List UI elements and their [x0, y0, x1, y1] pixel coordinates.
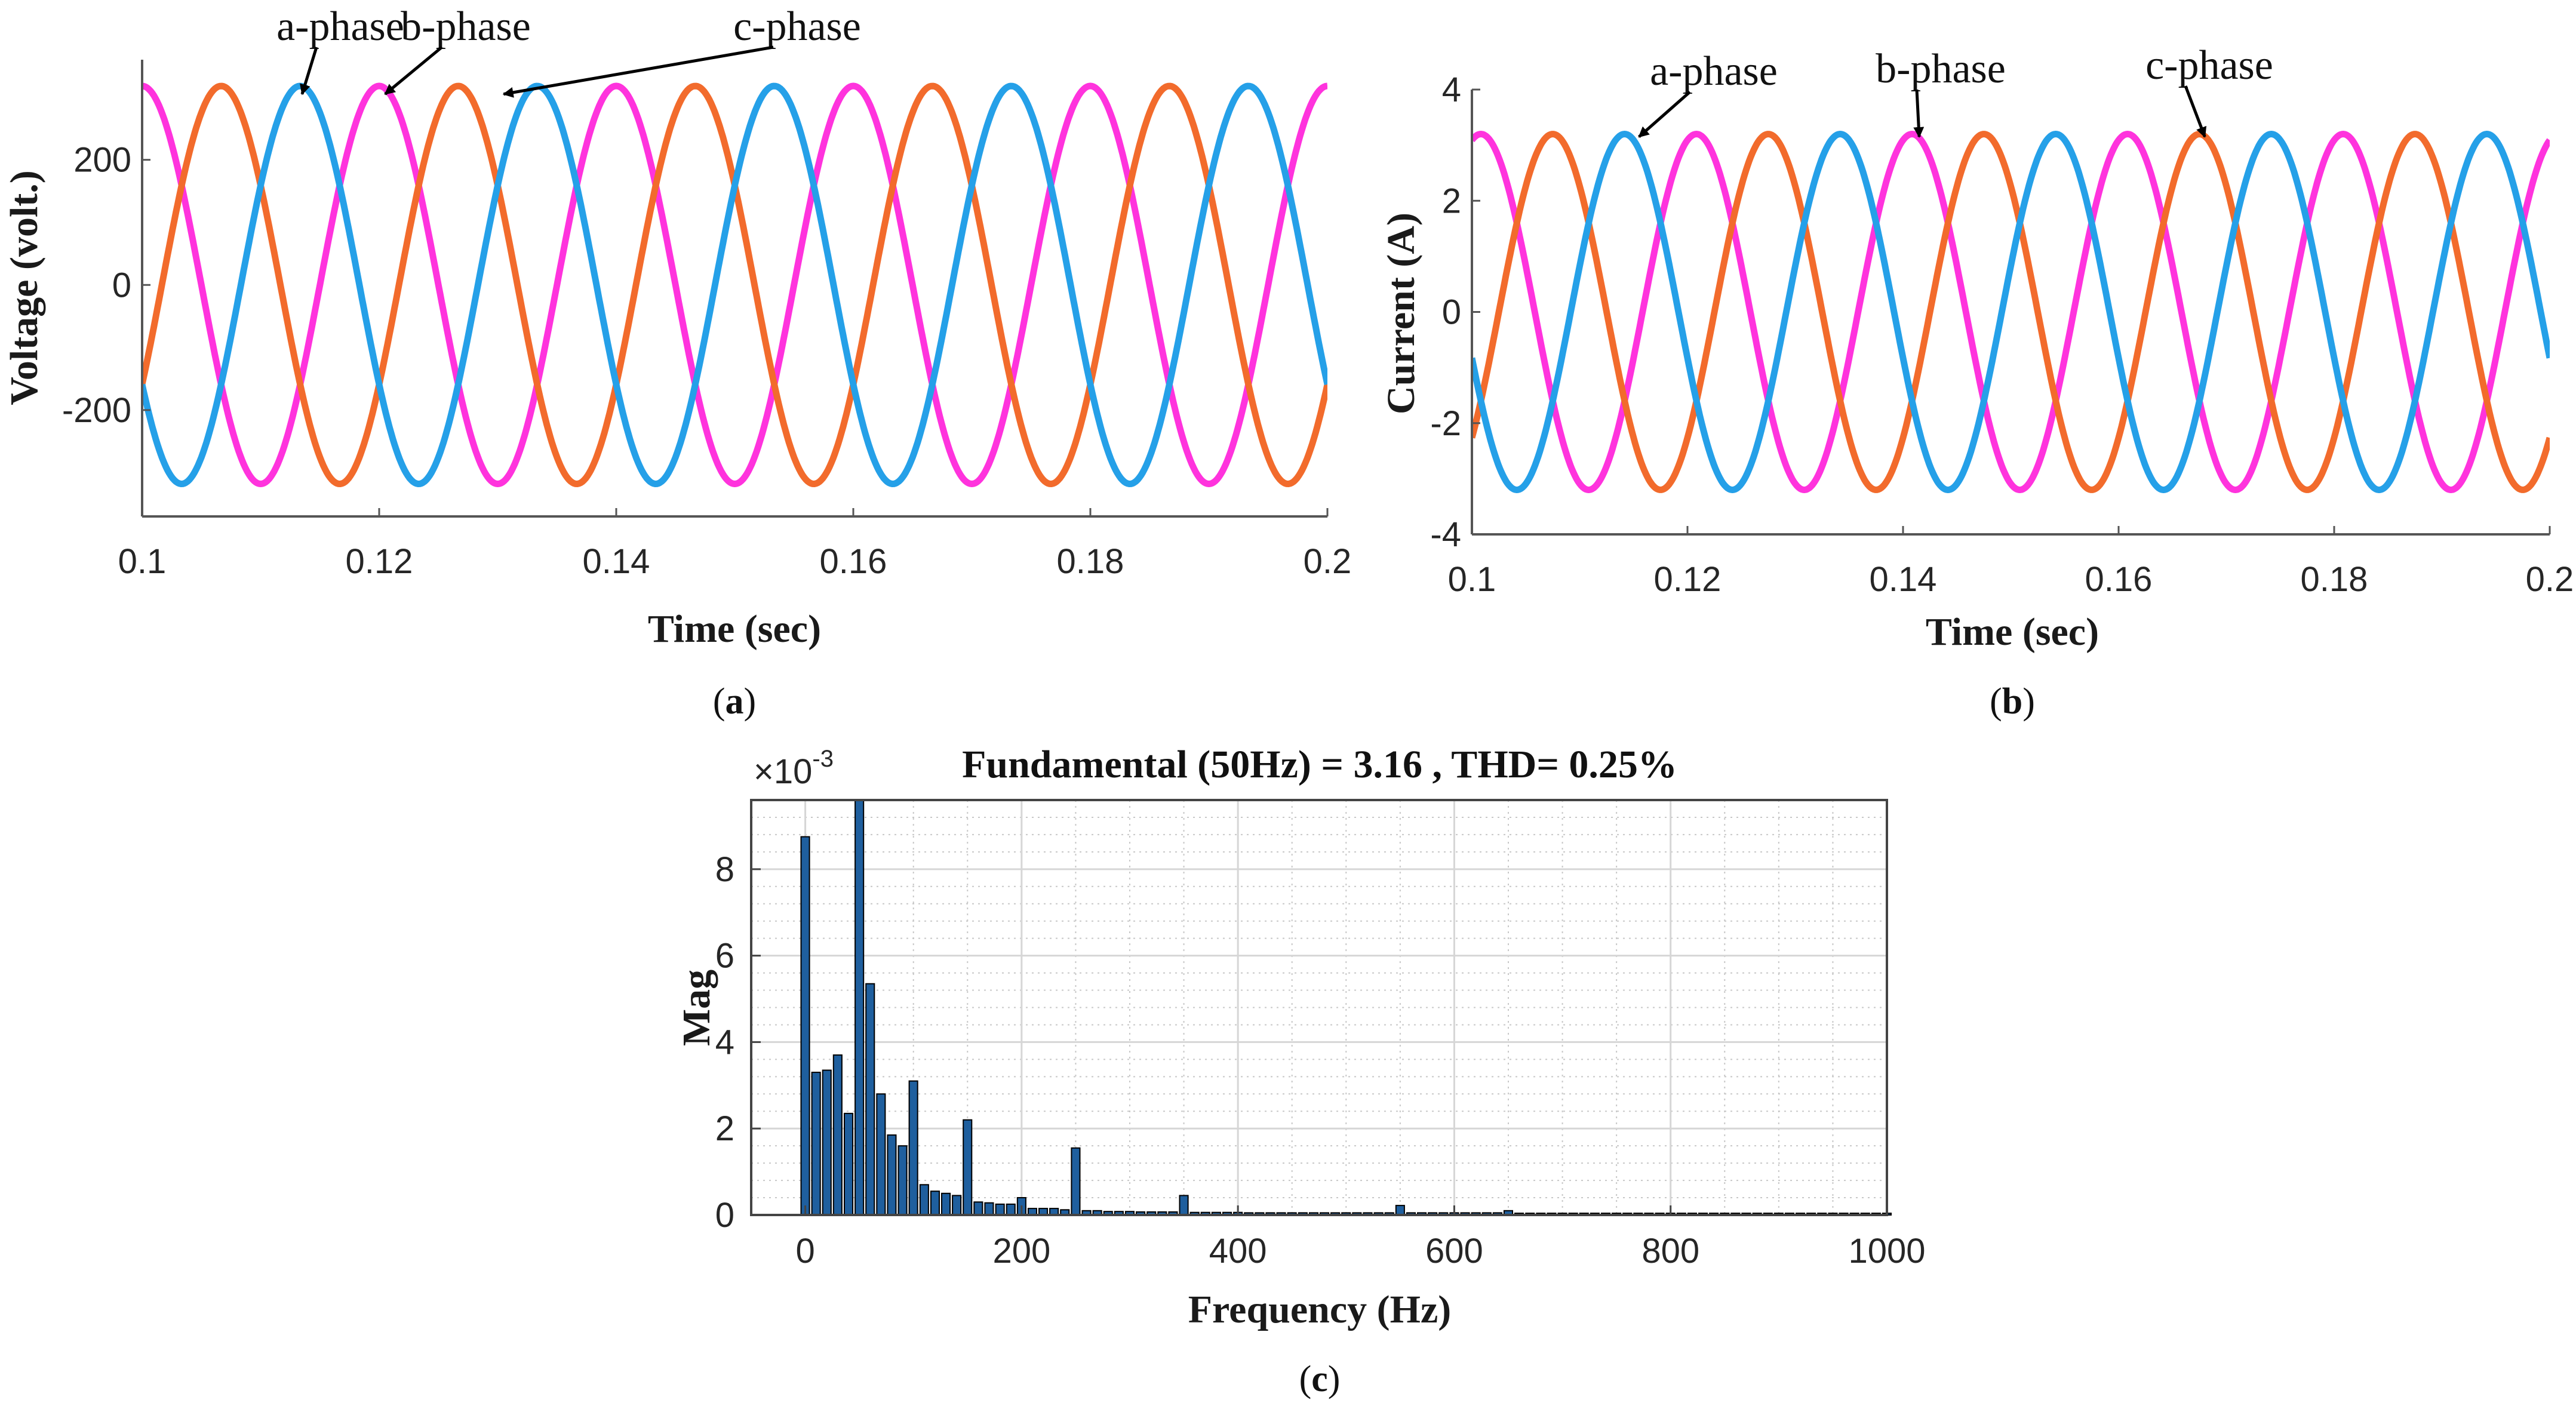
fft-x-axis-label: Frequency (Hz): [1188, 1288, 1452, 1331]
current-ticks: 0.1 0.12 0.14 0.16 0.18 0.2 -4 -2 0 2 4: [1430, 70, 2574, 599]
voltage-x-tick-label: 0.18: [1057, 542, 1124, 581]
fft-bar: [800, 836, 810, 1216]
current-y-axis-label: Current (A): [1379, 213, 1423, 414]
current-y-tick-label: 4: [1442, 70, 1461, 109]
voltage-y-tick-label: 0: [112, 266, 131, 304]
fft-caption: (c): [1299, 1359, 1341, 1399]
fft-bar: [1071, 1147, 1081, 1216]
fft-bar: [854, 799, 865, 1216]
voltage-y-tick-label: 200: [73, 141, 131, 180]
current-caption-letter: b: [2002, 681, 2022, 722]
voltage-caption-letter: a: [726, 681, 744, 722]
voltage-annotation-c-phase: c-phase: [733, 4, 861, 50]
current-x-tick-label: 0.1: [1448, 560, 1496, 599]
fft-y-tick-label: 6: [715, 937, 734, 976]
current-chart: 0.1 0.12 0.14 0.16 0.18 0.2 -4 -2 0 2 4 a-phase b-p…: [1379, 42, 2574, 722]
fft-x-tick-label: 800: [1641, 1232, 1699, 1271]
voltage-x-tick-label: 0.1: [118, 542, 167, 581]
fft-bar: [811, 1072, 821, 1216]
voltage-ticks: 0.1 0.12 0.14 0.16 0.18 0.2 -200 0 200: [62, 141, 1351, 581]
current-series-c-phase: [1472, 131, 2550, 493]
voltage-caption: (a): [713, 681, 756, 722]
fft-x-tick-label: 200: [992, 1232, 1050, 1271]
fft-bar: [973, 1201, 983, 1216]
current-y-tick-label: 2: [1442, 182, 1461, 220]
current-annotation-a-phase: a-phase: [1650, 48, 1778, 94]
fft-y-multiplier-exponent: -3: [812, 746, 834, 772]
fft-bar: [963, 1119, 973, 1216]
fft-bar: [822, 1069, 832, 1216]
fft-x-tick-label: 0: [795, 1232, 814, 1271]
fft-bar: [1395, 1205, 1405, 1216]
voltage-x-axis-label: Time (sec): [648, 607, 821, 651]
fft-y-tick-label: 8: [715, 850, 734, 889]
current-annotation-arrow: [1638, 91, 1691, 139]
fft-bar: [832, 1054, 843, 1216]
voltage-annotation-arrow: [300, 47, 318, 96]
voltage-annotation-a-phase: a-phase: [276, 4, 404, 50]
fft-title: Fundamental (50Hz) = 3.16 , THD= 0.25%: [962, 743, 1677, 786]
current-caption: (b): [1990, 681, 2035, 722]
current-x-tick-label: 0.16: [2085, 560, 2153, 599]
fft-ticks: 0 200 400 600 800 1000 0 2 4 6 8: [715, 850, 1926, 1271]
current-x-axis-label: Time (sec): [1926, 610, 2099, 654]
fft-y-multiplier: ×10-3: [754, 746, 834, 791]
current-annotation-c-phase: c-phase: [2145, 42, 2273, 88]
fft-chart: 0 200 400 600 800 1000 0 2 4 6 8 Fundamental (50Hz…: [675, 743, 1926, 1399]
fft-bar: [952, 1195, 962, 1216]
fft-bar: [930, 1190, 940, 1216]
fft-bar: [995, 1203, 1005, 1216]
voltage-curves: [142, 82, 1327, 487]
fft-x-tick-label: 600: [1425, 1232, 1483, 1271]
fft-x-tick-label: 400: [1209, 1232, 1267, 1271]
current-y-tick-label: -2: [1430, 404, 1461, 443]
fft-bar: [897, 1145, 908, 1216]
voltage-series-c-phase: [142, 82, 1327, 487]
voltage-y-axis-label: Voltage (volt.): [2, 170, 46, 405]
current-series-b-phase: [1472, 131, 2550, 493]
fft-y-tick-label: 2: [715, 1109, 734, 1148]
voltage-series-a-phase: [142, 82, 1327, 487]
current-curves: [1472, 131, 2550, 493]
fft-y-tick-label: 4: [715, 1023, 734, 1062]
voltage-chart: 0.1 0.12 0.14 0.16 0.18 0.2 -200 0 200 a-phaseb-…: [2, 4, 1351, 722]
voltage-annotation-arrow: [502, 45, 774, 98]
fft-bar: [865, 983, 875, 1216]
current-y-tick-label: -4: [1430, 515, 1461, 554]
fft-bar: [1179, 1195, 1189, 1216]
current-annotation-arrow: [1913, 89, 1925, 138]
current-x-tick-label: 0.12: [1654, 560, 1722, 599]
fft-bar: [1006, 1203, 1016, 1216]
fft-bar: [941, 1192, 951, 1216]
fft-frame: [750, 799, 1888, 1216]
fft-y-axis-label: Mag: [675, 970, 718, 1046]
fft-bar: [984, 1202, 994, 1216]
fft-x-tick-label: 1000: [1848, 1232, 1925, 1271]
current-annotations: a-phase b-phase c-phase: [1638, 42, 2273, 139]
current-y-tick-label: 0: [1442, 293, 1461, 332]
voltage-x-tick-label: 0.2: [1304, 542, 1352, 581]
fft-y-tick-label: 0: [715, 1196, 734, 1235]
voltage-x-tick-label: 0.14: [583, 542, 650, 581]
fft-y-multiplier-base: ×10: [754, 752, 812, 791]
voltage-annotation-b-phase: b-phase: [401, 4, 531, 50]
current-x-tick-label: 0.2: [2526, 560, 2574, 599]
current-x-tick-label: 0.14: [1870, 560, 1937, 599]
fft-bar: [908, 1080, 918, 1216]
fft-bar: [887, 1134, 897, 1216]
fft-bar: [876, 1093, 886, 1216]
fft-caption-letter: c: [1311, 1359, 1328, 1399]
voltage-y-tick-label: -200: [62, 391, 131, 430]
voltage-x-tick-label: 0.16: [820, 542, 887, 581]
current-annotation-arrow: [2184, 85, 2207, 138]
fft-bar: [919, 1184, 929, 1216]
voltage-x-tick-label: 0.12: [346, 542, 413, 581]
current-x-tick-label: 0.18: [2301, 560, 2368, 599]
voltage-annotation-arrow: [384, 46, 443, 96]
fft-bar: [844, 1112, 854, 1216]
current-annotation-b-phase: b-phase: [1876, 46, 2006, 92]
current-series-a-phase: [1472, 131, 2550, 493]
